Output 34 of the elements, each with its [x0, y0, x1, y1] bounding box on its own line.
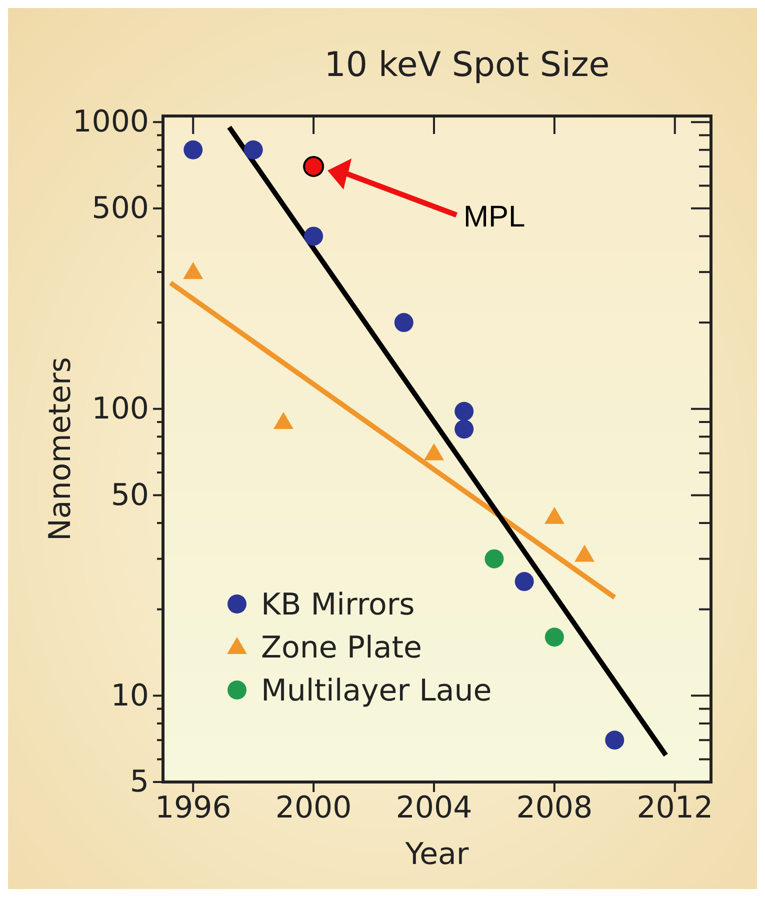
legend-label: Multilayer Laue: [261, 674, 492, 708]
legend-label: KB Mirrors: [261, 588, 415, 622]
y-tick-label: 5: [130, 764, 149, 800]
point: [544, 628, 564, 647]
y-tick-label: 50: [110, 478, 149, 513]
x-tick-label: 2004: [396, 790, 472, 826]
point: [605, 730, 624, 750]
point: [574, 544, 595, 562]
point: [304, 226, 324, 246]
point: [394, 313, 414, 332]
x-tick-label: 2000: [275, 790, 352, 826]
legend-label: Zone Plate: [261, 630, 422, 666]
y-tick-label: 500: [92, 191, 149, 226]
point: [424, 443, 444, 460]
x-tick-label: 2008: [516, 790, 593, 826]
y-tick-label: 100: [92, 391, 149, 426]
point: [454, 402, 474, 421]
y-tick-label: 1000: [72, 104, 149, 140]
point: [484, 549, 504, 568]
x-axis-title: Year: [404, 837, 470, 872]
point: [514, 572, 534, 592]
point: [544, 506, 564, 524]
chart-title: 10 keV Spot Size: [324, 45, 610, 85]
point: [303, 156, 324, 177]
x-tick-label: 2012: [636, 790, 714, 826]
y-axis-title: Nanometers: [43, 356, 78, 542]
point: [273, 412, 294, 429]
point: [184, 140, 203, 160]
annotation: MPL: [464, 200, 526, 234]
y-tick-label: 10: [110, 678, 149, 714]
x-tick-label: 1996: [154, 790, 232, 826]
point: [454, 420, 474, 439]
point: [244, 140, 263, 160]
point: [183, 262, 204, 280]
